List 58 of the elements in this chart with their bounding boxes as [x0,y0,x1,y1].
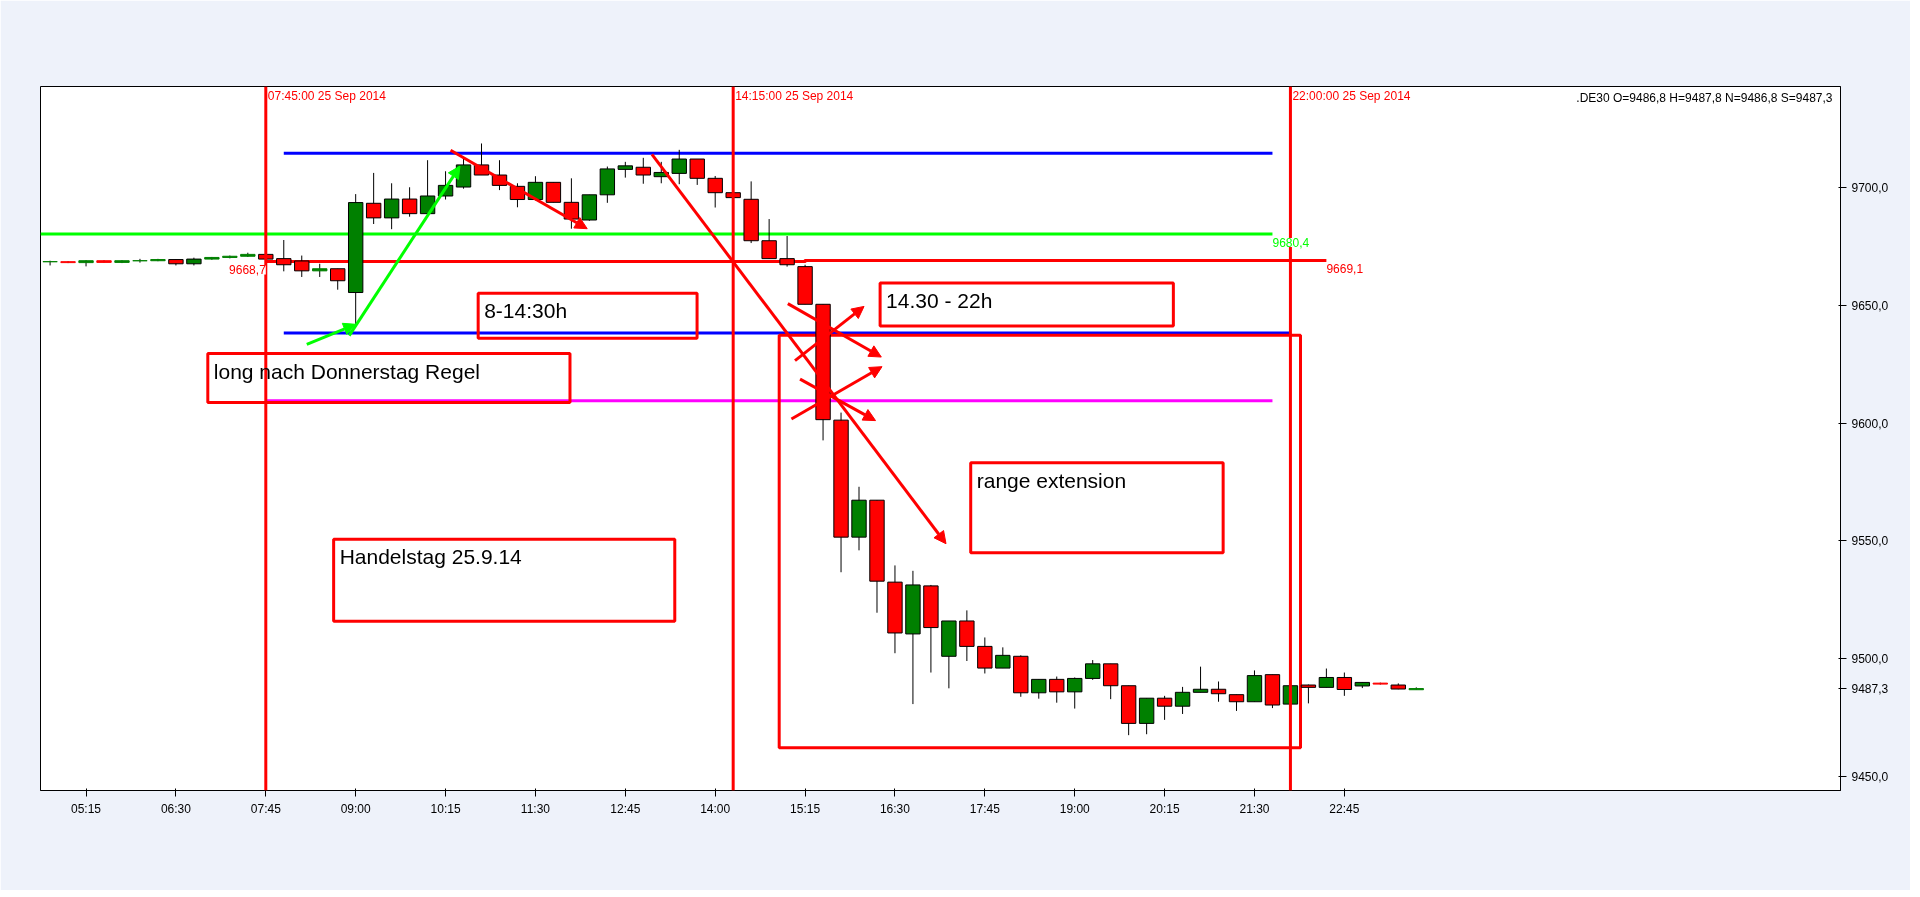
x-tick-label: 19:00 [1059,801,1091,816]
y-tick-label: 9600,0 [1851,416,1889,431]
candlestick [132,258,148,264]
ref-line-label: 14:15:00 25 Sep 2014 [735,88,854,103]
candlestick [977,636,993,674]
x-tick-label: 06:30 [160,801,192,816]
candlestick [1049,676,1065,704]
annotation: range extension [976,468,1127,492]
ref-line-label: 07:45:00 25 Sep 2014 [267,88,387,103]
x-tick-label: 15:15 [790,801,821,816]
candlestick [1085,659,1101,681]
x-tick-label: 22:45 [1329,801,1360,816]
candlestick [1210,680,1227,703]
y-tick-label: 9450,0 [1851,769,1889,784]
annotation: 14.30 - 22h [886,288,993,312]
ref-line-label: 22:00:00 25 Sep 2014 [1292,88,1411,103]
y-tick-label: 9650,0 [1851,298,1889,313]
candlestick [545,181,562,203]
candlestick [365,172,382,225]
annotation: Handelstag 25.9.14 [339,545,523,569]
candlestick [1067,676,1083,710]
candlestick [635,157,651,185]
candlestick [401,186,418,218]
y-tick-label: 9550,0 [1851,534,1889,549]
y-tick-label: 9487,3 [1851,682,1889,697]
y-tick-label: 9500,0 [1851,652,1889,667]
candlestick [1156,695,1173,721]
x-tick-label: 21:30 [1239,801,1270,816]
x-tick-label: 14:00 [700,801,731,816]
x-tick-label: 09:00 [340,801,372,816]
candlestick [78,259,94,267]
x-tick-label: 16:30 [879,801,911,816]
candlestick [1102,663,1119,700]
candlestick [707,175,723,209]
candlestick [671,149,687,185]
x-tick-label: 05:15 [71,801,102,816]
candlestick [1174,686,1191,715]
x-tick-label: 10:15 [430,801,461,816]
annotation: 8-14:30h [484,299,568,323]
annotation: .DE30 O=9486,8 H=9487,8 N=9486,8 S=9487,3 [1576,90,1833,105]
candlestick [689,158,705,186]
x-tick-label: 12:45 [610,801,641,816]
candlestick [42,260,58,266]
candlestick [1031,678,1047,700]
candlestick [330,268,346,291]
x-tick-label: 11:30 [520,801,551,816]
annotation: 9669,1 [1326,262,1364,277]
x-tick-label: 20:15 [1149,801,1180,816]
annotation: 9668,7 [229,263,267,278]
x-tick-label: 17:45 [969,801,1001,816]
candlestick [1318,668,1335,688]
annotation: 9680,4 [1272,235,1310,250]
candlestick [383,182,400,230]
candlestick [1336,672,1353,697]
candlestick [995,646,1011,669]
y-tick-label: 9700,0 [1851,181,1889,196]
candlestick [1192,666,1209,693]
x-tick-label: 07:45 [250,801,282,816]
